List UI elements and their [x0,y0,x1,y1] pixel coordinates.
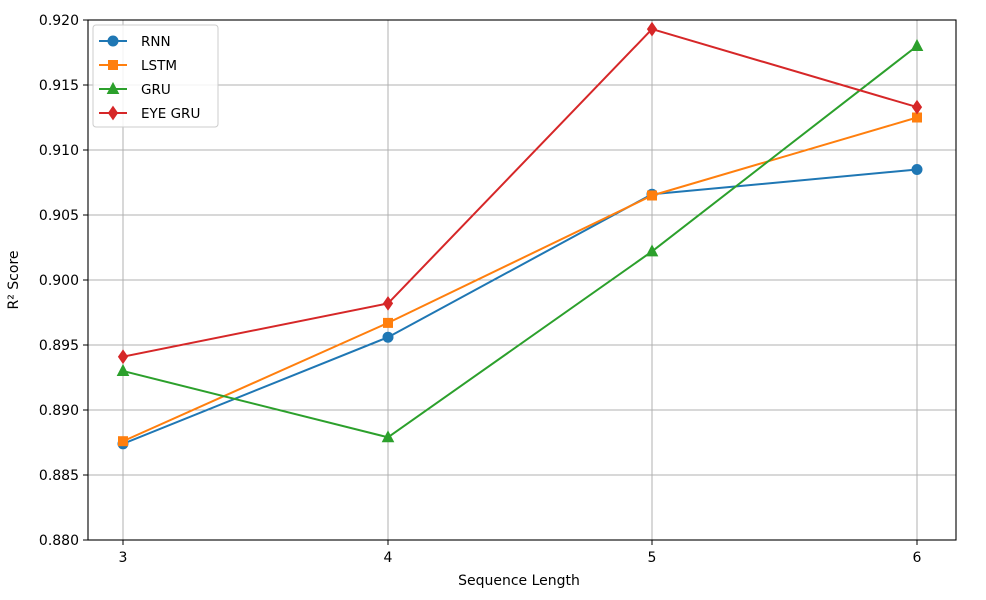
legend-item-lstm: LSTM [99,58,177,74]
y-tick-label: 0.890 [39,403,79,419]
series-line-eye-gru [122,28,918,358]
legend: RNN LSTM GRU EYE GRU [92,24,219,128]
legend-marker-rnn [107,35,119,47]
y-tick-label: 0.885 [39,468,79,484]
data-point-eye-gru [117,349,129,365]
data-point-lstm [383,317,393,328]
series-gru [116,38,924,443]
x-tick-label: 6 [913,550,922,566]
data-point-rnn [911,164,923,175]
legend-marker-lstm [108,60,118,70]
legend-item-gru: GRU [99,81,171,98]
data-point-eye-gru [646,21,658,37]
data-point-rnn [382,331,394,343]
legend-label-eye-gru: EYE GRU [141,106,200,122]
y-tick-label: 0.920 [39,13,79,29]
x-tick-label: 4 [384,550,393,566]
data-point-eye-gru [382,296,394,311]
data-point-eye-gru [911,99,923,115]
legend-marker-eye-gru [107,105,119,121]
series-rnn [117,164,923,450]
data-point-lstm [647,190,657,201]
legend-box [92,24,219,128]
legend-label-gru: GRU [141,82,171,98]
y-tick-label: 0.910 [39,143,79,159]
series-line-rnn [122,168,918,445]
series-eye-gru [117,21,923,365]
data-point-gru [116,363,130,376]
legend-label-rnn: RNN [141,34,171,50]
data-point-gru [645,244,659,257]
series-lstm [118,112,922,447]
x-axis-label: Sequence Length [458,573,580,589]
data-point-lstm [118,436,128,447]
y-axis-label: R² Score [6,250,22,309]
series-line-lstm [122,116,918,443]
data-point-gru [381,430,395,443]
y-tick-label: 0.915 [39,78,79,94]
ticks: 3 4 5 6 0.880 0.885 0.890 0.895 0.900 0.905 0.910 0… [39,13,922,566]
series-group [116,21,924,450]
y-tick-label: 0.900 [39,273,79,289]
legend-marker-gru [106,81,120,94]
legend-item-rnn: RNN [99,34,171,50]
legend-item-eye-gru: EYE GRU [99,105,200,122]
data-point-gru [910,38,924,51]
x-tick-label: 5 [648,550,657,566]
series-line-gru [122,45,918,439]
y-tick-label: 0.905 [39,208,79,224]
y-tick-label: 0.895 [39,338,79,354]
legend-label-lstm: LSTM [141,58,177,74]
y-tick-label: 0.880 [39,533,79,549]
x-tick-label: 3 [119,550,128,566]
